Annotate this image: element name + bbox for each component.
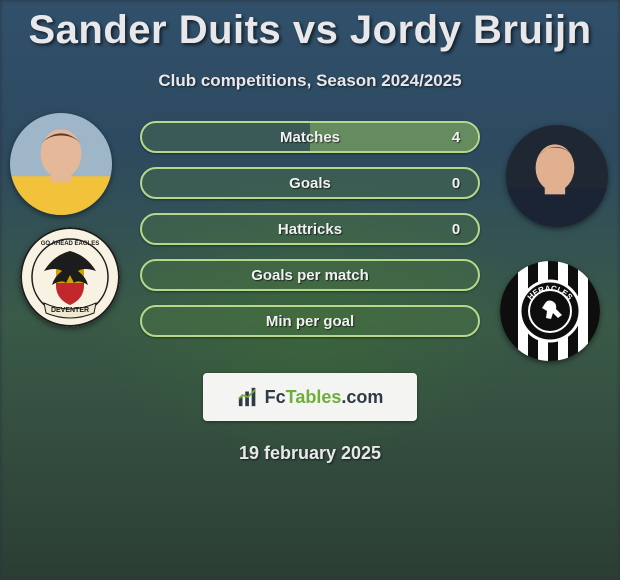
stat-bar-goals: Goals 0 — [140, 167, 480, 199]
stat-right-value — [436, 261, 476, 289]
logo-text: FcTables.com — [265, 387, 384, 408]
stat-bar-hattricks: Hattricks 0 — [140, 213, 480, 245]
fctables-logo: FcTables.com — [203, 373, 417, 421]
stat-bar-matches: Matches 4 — [140, 121, 480, 153]
stat-bar-min-per-goal: Min per goal — [140, 305, 480, 337]
stat-right-value: 0 — [436, 169, 476, 197]
player-left-avatar — [10, 113, 112, 215]
stat-right-value — [436, 307, 476, 335]
stat-label: Min per goal — [142, 307, 478, 335]
comparison-area: DEVENTER GO AHEAD EAGLES — [0, 121, 620, 361]
stat-right-value: 4 — [436, 123, 476, 151]
subtitle: Club competitions, Season 2024/2025 — [0, 71, 620, 91]
stat-bar-goals-per-match: Goals per match — [140, 259, 480, 291]
chart-bars-icon — [237, 386, 259, 408]
stat-right-value: 0 — [436, 215, 476, 243]
page-title: Sander Duits vs Jordy Bruijn — [0, 0, 620, 53]
date-text: 19 february 2025 — [0, 443, 620, 464]
stat-label: Hattricks — [142, 215, 478, 243]
stat-bars: Matches 4 Goals 0 Hattricks 0 — [140, 121, 480, 351]
player-right-avatar — [506, 125, 608, 227]
svg-text:GO AHEAD EAGLES: GO AHEAD EAGLES — [41, 241, 99, 247]
svg-text:DEVENTER: DEVENTER — [51, 307, 89, 314]
stat-label: Matches — [142, 123, 478, 151]
stat-label: Goals per match — [142, 261, 478, 289]
stat-label: Goals — [142, 169, 478, 197]
club-right-crest: HERACLES — [500, 261, 600, 361]
club-left-crest: DEVENTER GO AHEAD EAGLES — [20, 227, 120, 327]
